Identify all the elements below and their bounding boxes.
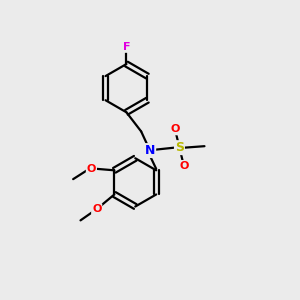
Text: O: O	[92, 204, 101, 214]
Text: N: N	[145, 144, 155, 157]
Text: S: S	[175, 141, 184, 154]
Text: O: O	[87, 164, 96, 174]
Text: O: O	[170, 124, 180, 134]
Text: F: F	[123, 42, 130, 52]
Text: O: O	[179, 161, 188, 171]
